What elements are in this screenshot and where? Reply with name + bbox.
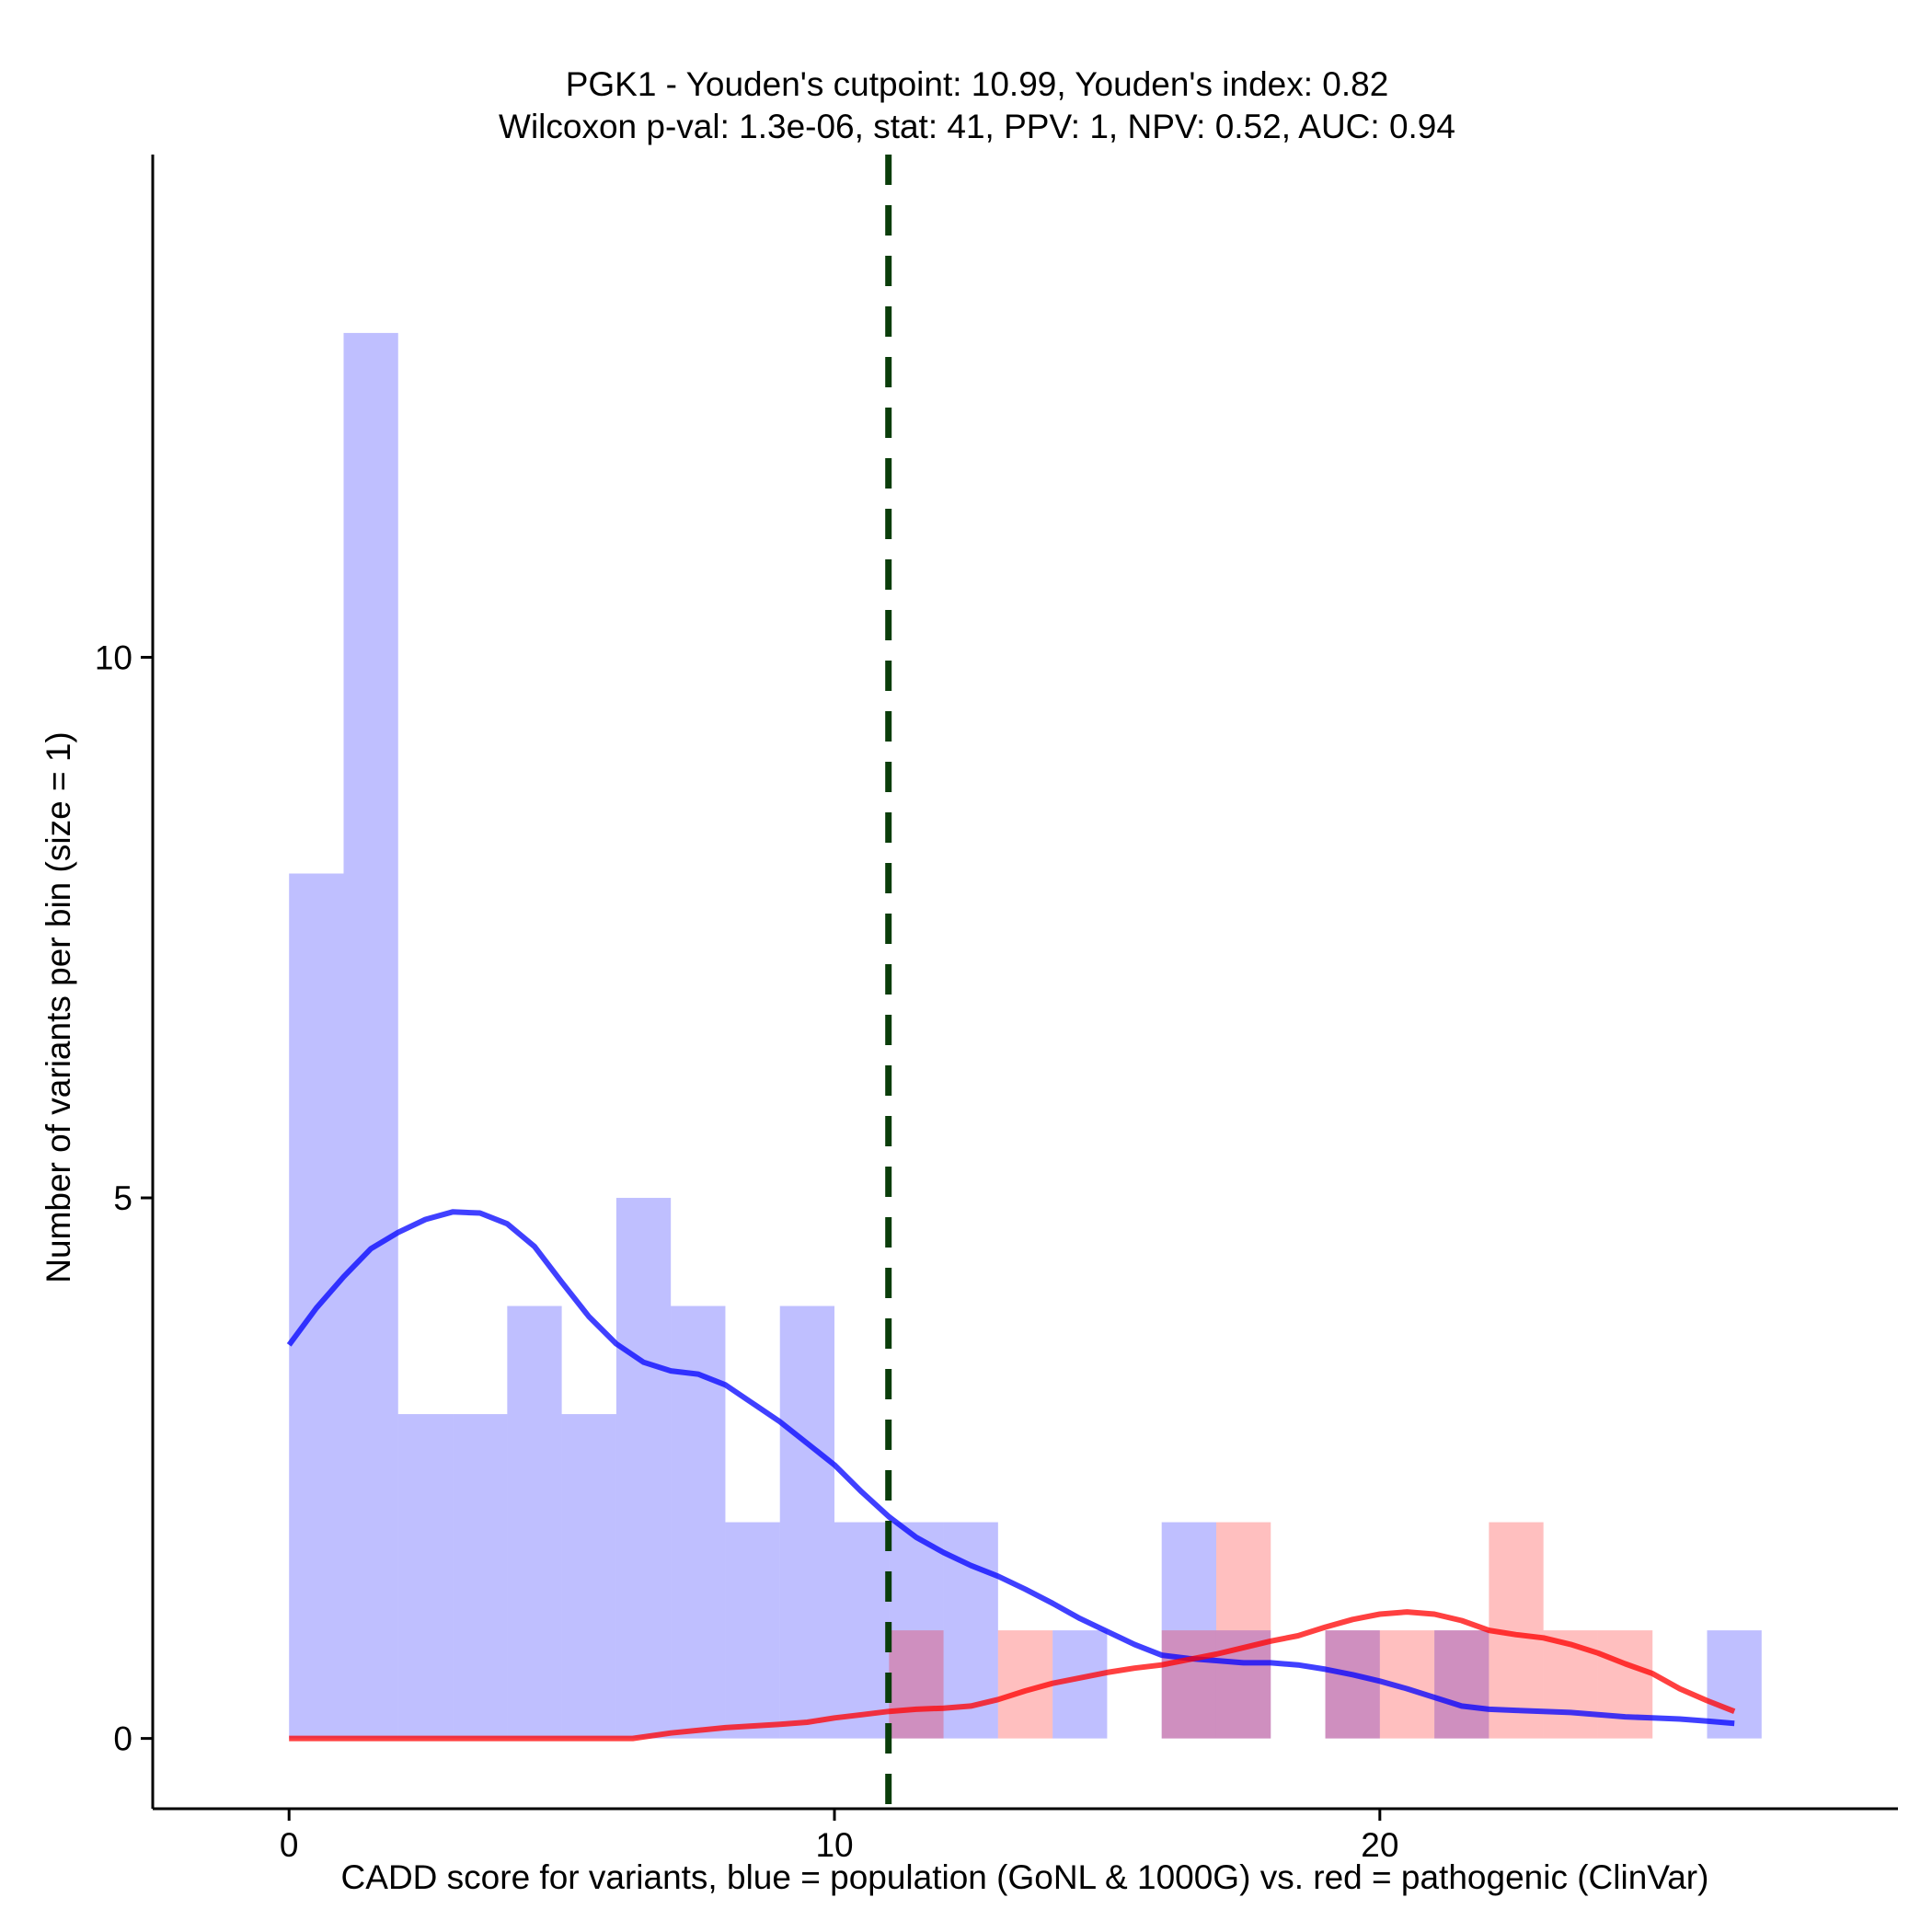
population-bar xyxy=(1434,1630,1489,1739)
y-axis-label: Number of variants per bin (size = 1) xyxy=(40,731,77,1282)
pathogenic-density-curve xyxy=(289,1609,1736,1742)
chart-title-line2: Wilcoxon p-val: 1.3e-06, stat: 41, PPV: … xyxy=(499,108,1455,145)
pathogenic-bars xyxy=(889,1522,1653,1739)
y-tick-label: 0 xyxy=(113,1720,132,1758)
population-bar xyxy=(671,1305,726,1739)
population-bar xyxy=(343,332,398,1739)
y-tick-label: 5 xyxy=(113,1179,132,1217)
y-axis-ticks: 0 5 10 xyxy=(95,638,153,1758)
x-axis-ticks: 0 10 20 xyxy=(280,1809,1398,1864)
population-bar xyxy=(779,1305,835,1739)
y-tick-label: 10 xyxy=(95,638,132,676)
pathogenic-bar xyxy=(889,1630,944,1739)
population-bar xyxy=(889,1522,944,1739)
chart-title-line1: PGK1 - Youden's cutpoint: 10.99, Youden'… xyxy=(566,65,1389,103)
population-bar xyxy=(1161,1522,1216,1739)
pathogenic-bar xyxy=(1215,1522,1271,1739)
density-curves xyxy=(286,1209,1736,1742)
pathogenic-bar xyxy=(1597,1630,1653,1739)
x-axis-label: CADD score for variants, blue = populati… xyxy=(341,1858,1709,1896)
population-bar xyxy=(1325,1630,1380,1739)
population-density-curve xyxy=(286,1209,1735,1727)
population-bar xyxy=(453,1414,508,1739)
population-bar xyxy=(725,1522,780,1739)
population-bar xyxy=(561,1414,616,1739)
population-bar xyxy=(1052,1630,1108,1739)
population-bar xyxy=(507,1305,562,1739)
population-bar xyxy=(615,1198,672,1739)
population-bar xyxy=(834,1522,890,1739)
pathogenic-bar xyxy=(1434,1630,1489,1739)
population-bar xyxy=(397,1414,454,1739)
x-tick-label: 0 xyxy=(280,1826,299,1864)
x-tick-label: 20 xyxy=(1361,1826,1398,1864)
pathogenic-bar xyxy=(1325,1630,1380,1739)
x-tick-label: 10 xyxy=(815,1826,853,1864)
pathogenic-bar xyxy=(1161,1630,1216,1739)
